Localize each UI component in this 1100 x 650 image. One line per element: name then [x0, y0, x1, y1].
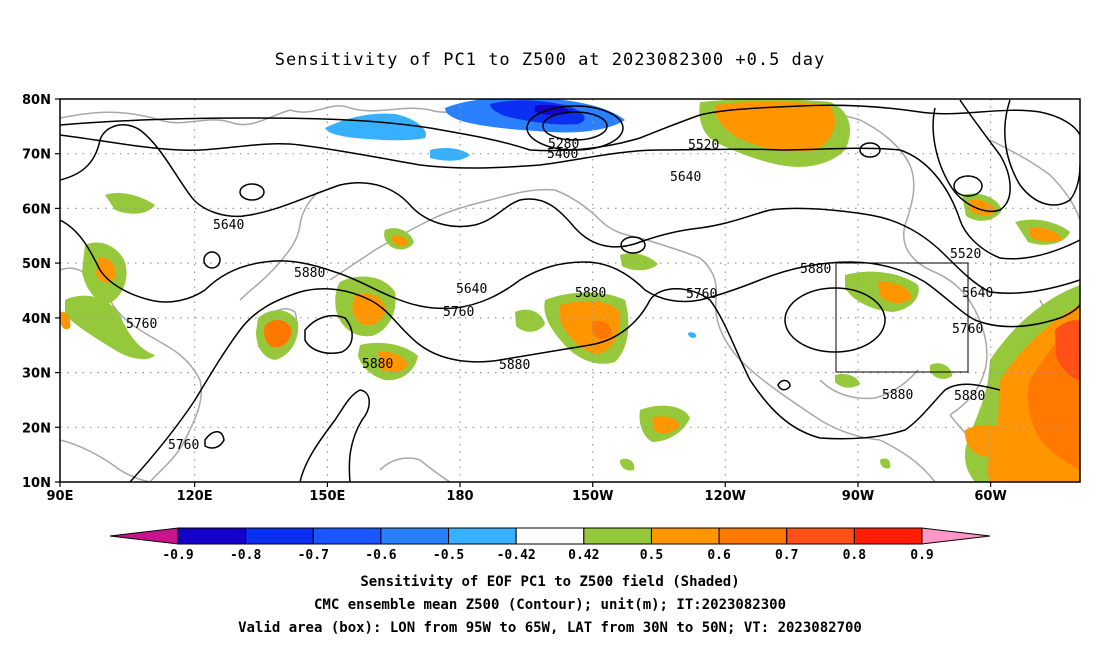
- colorbar-label: -0.7: [298, 548, 329, 563]
- valid-area-box: [835, 262, 969, 373]
- colorbar-swatch: [718, 527, 788, 545]
- contour-label: 5880: [499, 358, 530, 373]
- lon-label: 60W: [974, 489, 1006, 504]
- map-title: Sensitivity of PC1 to Z500 at 2023082300…: [274, 50, 826, 70]
- colorbar-label: -0.5: [433, 548, 464, 563]
- colorbar: -0.9 -0.8 -0.7 -0.6 -0.5 -0.42 0.42 0.5 0.6 0.7 0.…: [109, 527, 991, 563]
- contour-label: 5880: [954, 389, 985, 404]
- lat-label: 60N: [22, 202, 51, 217]
- contour-label: 5640: [213, 218, 244, 233]
- contour-label: 5760: [686, 287, 717, 302]
- map-frame: [59, 98, 1081, 483]
- contour-label: 5640: [456, 282, 487, 297]
- colorbar-swatch: [583, 527, 652, 545]
- caption-line-1: Sensitivity of EOF PC1 to Z500 field (Sh…: [360, 574, 740, 590]
- lon-label: 120W: [705, 489, 746, 504]
- tick-marks: [55, 98, 992, 487]
- colorbar-swatch: [515, 527, 585, 545]
- contour-label: 5640: [670, 170, 701, 185]
- lat-label: 40N: [22, 312, 51, 327]
- colorbar-swatch: [312, 527, 382, 545]
- colorbar-low-arrow: [109, 527, 179, 545]
- lat-label: 70N: [22, 148, 51, 163]
- colorbar-swatch: [448, 527, 517, 545]
- contour-labels: 5280 5400 5520 5640 5640 5640 5760 5880 …: [126, 137, 993, 453]
- lat-label: 20N: [22, 421, 51, 436]
- contour-label: 5880: [882, 388, 913, 403]
- colorbar-swatch: [650, 527, 720, 545]
- colorbar-label: 0.8: [843, 548, 867, 563]
- z500-contours: [60, 99, 1080, 482]
- colorbar-swatch: [380, 527, 450, 545]
- coastlines: [60, 105, 1080, 482]
- colorbar-label: -0.9: [162, 548, 193, 563]
- colorbar-swatch: [786, 527, 855, 545]
- contour-label: 5640: [962, 286, 993, 301]
- colorbar-swatch: [853, 527, 923, 545]
- lat-label: 10N: [22, 476, 51, 491]
- lat-label: 50N: [22, 257, 51, 272]
- contour-label: 5880: [575, 286, 606, 301]
- contour-label: 5280: [548, 137, 579, 152]
- contour-label: 5520: [688, 138, 719, 153]
- contour-label: 5760: [168, 438, 199, 453]
- lon-label: 150E: [309, 489, 345, 504]
- lat-label: 80N: [22, 93, 51, 108]
- caption-line-2: CMC ensemble mean Z500 (Contour); unit(m…: [313, 597, 786, 613]
- colorbar-label: 0.7: [775, 548, 798, 563]
- colorbar-label: 0.42: [568, 548, 599, 563]
- longitude-labels: 90E 120E 150E 180 150W 120W 90W 60W: [47, 489, 1007, 504]
- colorbar-swatch: [245, 527, 314, 545]
- colorbar-swatch: [177, 527, 247, 545]
- colorbar-label: 0.6: [707, 548, 731, 563]
- contour-label: 5880: [800, 262, 831, 277]
- colorbar-label: -0.8: [230, 548, 261, 563]
- lon-label: 180: [446, 489, 473, 504]
- latitude-labels: 80N 70N 60N 50N 40N 30N 20N 10N: [22, 93, 51, 491]
- lon-label: 90E: [47, 489, 74, 504]
- contour-label: 5400: [547, 147, 578, 162]
- contour-label: 5760: [126, 317, 157, 332]
- lon-label: 150W: [572, 489, 613, 504]
- lon-label: 90W: [842, 489, 874, 504]
- contour-label: 5880: [294, 266, 325, 281]
- colorbar-label: -0.42: [497, 548, 536, 563]
- caption-line-3: Valid area (box): LON from 95W to 65W, L…: [238, 620, 862, 636]
- colorbar-label: 0.5: [640, 548, 663, 563]
- colorbar-label: -0.6: [365, 548, 396, 563]
- lon-label: 120E: [177, 489, 213, 504]
- contour-label: 5880: [362, 357, 393, 372]
- colorbar-high-arrow: [921, 527, 991, 545]
- lat-label: 30N: [22, 367, 51, 382]
- colorbar-label: 0.9: [910, 548, 933, 563]
- contour-label: 5760: [443, 305, 474, 320]
- contour-label: 5520: [950, 247, 981, 262]
